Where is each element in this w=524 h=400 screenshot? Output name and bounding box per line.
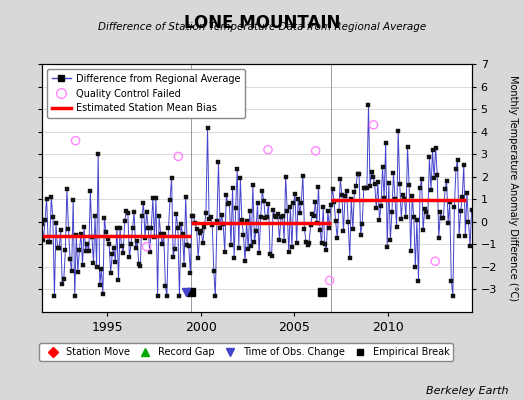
Point [431,258,439,264]
Text: Difference of Station Temperature Data from Regional Average: Difference of Station Temperature Data f… [98,22,426,32]
Text: Berkeley Earth: Berkeley Earth [426,386,508,396]
Point [311,148,320,154]
Point [71,138,80,144]
Text: LONE MOUNTAIN: LONE MOUNTAIN [184,14,340,32]
Point [143,244,151,250]
Legend: Difference from Regional Average, Quality Control Failed, Estimated Station Mean: Difference from Regional Average, Qualit… [47,69,245,118]
Y-axis label: Monthly Temperature Anomaly Difference (°C): Monthly Temperature Anomaly Difference (… [508,75,518,301]
Point [174,153,182,160]
Point [325,277,334,284]
Point [264,146,272,153]
Legend: Station Move, Record Gap, Time of Obs. Change, Empirical Break: Station Move, Record Gap, Time of Obs. C… [39,343,453,361]
Point [369,122,378,128]
